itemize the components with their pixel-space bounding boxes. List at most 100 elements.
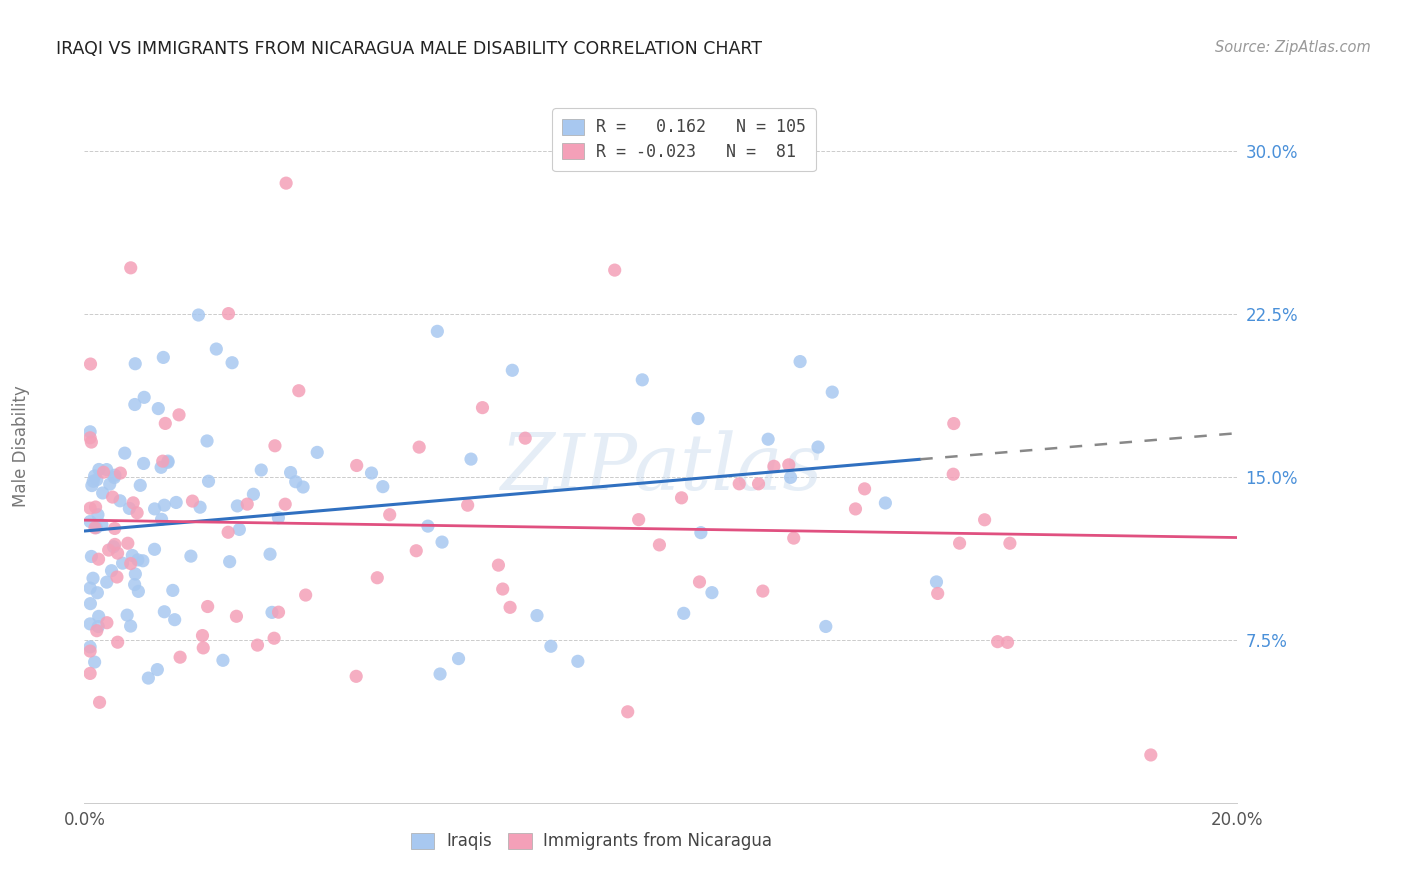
Point xyxy=(671,491,693,505)
Point xyxy=(105,570,128,584)
Point xyxy=(90,517,112,532)
Point xyxy=(87,508,110,522)
Point xyxy=(80,478,103,492)
Point xyxy=(686,411,709,425)
Point xyxy=(103,470,125,484)
Point xyxy=(288,384,311,398)
Point xyxy=(122,496,145,510)
Point xyxy=(187,308,209,322)
Point xyxy=(181,494,204,508)
Point xyxy=(263,632,285,646)
Point xyxy=(143,542,166,557)
Point xyxy=(225,609,247,624)
Point xyxy=(267,605,290,619)
Point xyxy=(143,502,166,516)
Point xyxy=(540,639,562,653)
Point xyxy=(127,506,149,520)
Point xyxy=(728,476,751,491)
Point xyxy=(689,525,711,540)
Point xyxy=(180,549,202,563)
Point xyxy=(242,487,264,501)
Point xyxy=(689,574,711,589)
Point xyxy=(96,615,118,630)
Point xyxy=(292,480,315,494)
Point xyxy=(997,635,1019,649)
Point xyxy=(567,654,589,668)
Point xyxy=(82,571,104,585)
Point xyxy=(195,434,218,448)
Point xyxy=(82,475,104,489)
Point xyxy=(226,499,249,513)
Point xyxy=(93,465,115,479)
Point xyxy=(87,619,110,633)
Point xyxy=(430,535,453,549)
Point xyxy=(499,600,522,615)
Point xyxy=(360,466,382,480)
Point xyxy=(146,663,169,677)
Point xyxy=(752,584,775,599)
Point xyxy=(236,497,259,511)
Point xyxy=(169,650,191,665)
Point xyxy=(87,609,110,624)
Point xyxy=(79,515,101,529)
Point xyxy=(86,521,108,535)
Point xyxy=(107,546,129,560)
Point xyxy=(114,446,136,460)
Point xyxy=(120,557,142,571)
Point xyxy=(1140,747,1163,762)
Point xyxy=(129,478,152,492)
Point xyxy=(108,493,131,508)
Point xyxy=(191,629,214,643)
Point xyxy=(83,655,105,669)
Text: Source: ZipAtlas.com: Source: ZipAtlas.com xyxy=(1215,40,1371,55)
Point xyxy=(405,543,427,558)
Point xyxy=(844,502,866,516)
Point xyxy=(672,607,695,621)
Point xyxy=(366,571,388,585)
Point xyxy=(616,705,638,719)
Point xyxy=(79,501,101,516)
Point xyxy=(197,599,219,614)
Point xyxy=(80,435,103,450)
Point xyxy=(87,462,110,476)
Point xyxy=(132,554,155,568)
Point xyxy=(416,519,439,533)
Point xyxy=(260,606,283,620)
Point xyxy=(778,458,800,472)
Point xyxy=(117,536,139,550)
Text: IRAQI VS IMMIGRANTS FROM NICARAGUA MALE DISABILITY CORRELATION CHART: IRAQI VS IMMIGRANTS FROM NICARAGUA MALE … xyxy=(56,40,762,58)
Point xyxy=(807,440,830,454)
Point xyxy=(221,356,243,370)
Point xyxy=(526,608,548,623)
Point xyxy=(987,634,1010,648)
Point xyxy=(104,468,127,483)
Point xyxy=(783,531,806,545)
Point xyxy=(821,385,844,400)
Point xyxy=(942,467,965,482)
Point xyxy=(294,588,316,602)
Point xyxy=(280,466,302,480)
Point xyxy=(132,457,155,471)
Point xyxy=(264,439,287,453)
Point xyxy=(197,475,219,489)
Point xyxy=(188,500,211,515)
Point xyxy=(307,445,329,459)
Point xyxy=(276,176,298,190)
Point xyxy=(627,513,650,527)
Point xyxy=(284,475,307,489)
Point xyxy=(79,581,101,595)
Point xyxy=(86,624,108,638)
Point xyxy=(79,357,101,371)
Point xyxy=(89,695,111,709)
Point xyxy=(138,671,160,685)
Point xyxy=(998,536,1021,550)
Point xyxy=(104,537,127,551)
Point xyxy=(447,651,470,665)
Point xyxy=(779,470,801,484)
Point xyxy=(925,574,948,589)
Point xyxy=(853,482,876,496)
Point xyxy=(152,454,174,468)
Point xyxy=(150,512,173,526)
Point xyxy=(748,476,770,491)
Point xyxy=(150,460,173,475)
